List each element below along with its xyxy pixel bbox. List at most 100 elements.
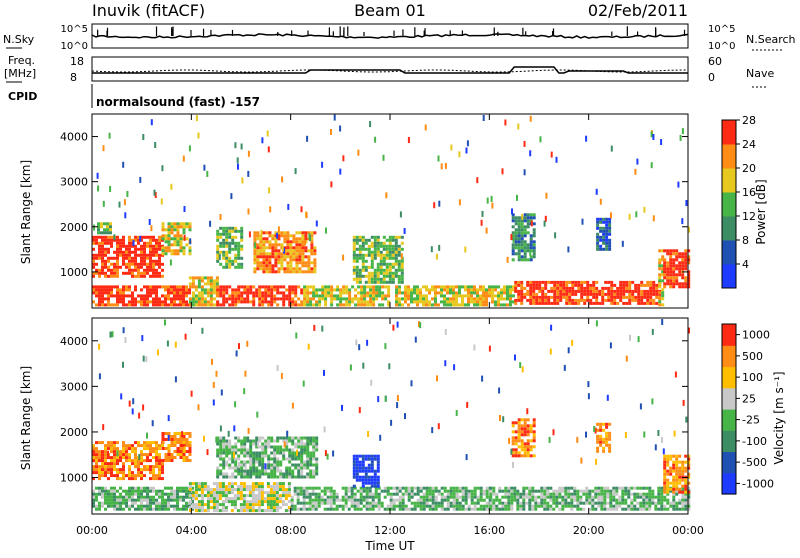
heatmap-cell: [465, 487, 468, 490]
heatmap-cell: [128, 239, 131, 242]
heatmap-cell: [237, 288, 240, 291]
heatmap-cell: [306, 443, 309, 446]
heatmap-cell: [392, 239, 395, 242]
heatmap-cell: [678, 508, 681, 511]
heatmap-cell: [596, 233, 599, 236]
heatmap-cell: [234, 227, 237, 230]
heatmap-cell: [402, 493, 405, 496]
heatmap-cell: [330, 505, 333, 508]
heatmap-cell: [303, 300, 306, 303]
heatmap-cell: [561, 496, 564, 499]
heatmap-cell: [204, 303, 207, 306]
heatmap-cell: [401, 278, 404, 281]
heatmap-cell: [383, 263, 386, 266]
heatmap-cell: [583, 290, 586, 293]
heatmap-cell: [143, 263, 146, 266]
heatmap-cell: [271, 270, 274, 273]
heatmap-cell: [125, 499, 128, 502]
heatmap-cell: [128, 269, 131, 272]
heatmap-cell: [520, 290, 523, 293]
heatmap-cell: [237, 254, 240, 257]
heatmap-cell: [318, 496, 321, 499]
heatmap-cell: [631, 290, 634, 293]
heatmap-cell: [517, 299, 520, 302]
heatmap-cell: [684, 282, 687, 285]
heatmap-cell: [249, 455, 252, 458]
heatmap-cell: [375, 493, 378, 496]
heatmap-cell: [255, 461, 258, 464]
heatmap-cell: [605, 239, 608, 242]
heatmap-cell: [610, 281, 613, 284]
heatmap-cell: [140, 462, 143, 465]
heatmap-cell: [303, 452, 306, 455]
heatmap-cell: [369, 303, 372, 306]
heatmap-cell: [399, 487, 402, 490]
heatmap-cell: [330, 294, 333, 297]
heatmap-cell: [140, 493, 143, 496]
heatmap-cell: [375, 496, 378, 499]
heatmap-cell: [219, 503, 222, 506]
heatmap-cell: [324, 502, 327, 505]
heatmap-cell: [506, 297, 509, 300]
heatmap-cell: [101, 239, 104, 242]
heatmap-cell: [243, 497, 246, 500]
heatmap-scatter-point: [661, 437, 663, 443]
heatmap-cell: [234, 300, 237, 303]
heatmap-cell: [267, 473, 270, 476]
heatmap-cell: [531, 499, 534, 502]
heatmap-cell: [380, 245, 383, 248]
heatmap-cell: [279, 482, 282, 485]
heatmap-cell: [550, 281, 553, 284]
heatmap-cell: [652, 293, 655, 296]
heatmap-scatter-point: [674, 431, 676, 437]
heatmap-cell: [119, 251, 122, 254]
heatmap-cell: [246, 440, 249, 443]
heatmap-cell: [672, 252, 675, 255]
heatmap-cell: [410, 291, 413, 294]
heatmap-cell: [303, 502, 306, 505]
heatmap-cell: [107, 294, 110, 297]
heatmap-cell: [395, 251, 398, 254]
heatmap-cell: [300, 467, 303, 470]
heatmap-cell: [113, 285, 116, 288]
heatmap-cell: [512, 421, 515, 424]
heatmap-cell: [240, 257, 243, 260]
heatmap-cell: [262, 267, 265, 270]
heatmap-cell: [149, 248, 152, 251]
heatmap-cell: [264, 288, 267, 291]
heatmap-cell: [261, 452, 264, 455]
heatmap-cell: [541, 302, 544, 305]
heatmap-cell: [106, 231, 109, 234]
heatmap-cell: [280, 255, 283, 258]
heatmap-cell: [453, 502, 456, 505]
heatmap-cell: [313, 246, 316, 249]
heatmap-cell: [345, 502, 348, 505]
heatmap-cell: [276, 464, 279, 467]
heatmap-cell: [122, 294, 125, 297]
heatmap-cell: [456, 499, 459, 502]
heatmap-cell: [480, 499, 483, 502]
heatmap-cell: [365, 254, 368, 257]
heatmap-cell: [165, 228, 168, 231]
heatmap-cell: [543, 508, 546, 511]
heatmap-cell: [207, 294, 210, 297]
heatmap-cell: [518, 246, 521, 249]
heatmap-cell: [362, 239, 365, 242]
heatmap-cell: [286, 270, 289, 273]
heatmap-cell: [125, 450, 128, 453]
heatmap-cell: [571, 290, 574, 293]
heatmap-cell: [122, 453, 125, 456]
heatmap-cell: [110, 272, 113, 275]
heatmap-cell: [201, 509, 204, 512]
heatmap-scatter-point: [201, 328, 203, 334]
heatmap-cell: [681, 473, 684, 476]
heatmap-cell: [165, 432, 168, 435]
heatmap-cell: [565, 296, 568, 299]
heatmap-cell: [155, 285, 158, 288]
heatmap-cell: [669, 255, 672, 258]
heatmap-cell: [518, 258, 521, 261]
heatmap-cell: [669, 270, 672, 273]
heatmap-scatter-point: [327, 454, 329, 460]
heatmap-cell: [613, 302, 616, 305]
heatmap-cell: [390, 496, 393, 499]
